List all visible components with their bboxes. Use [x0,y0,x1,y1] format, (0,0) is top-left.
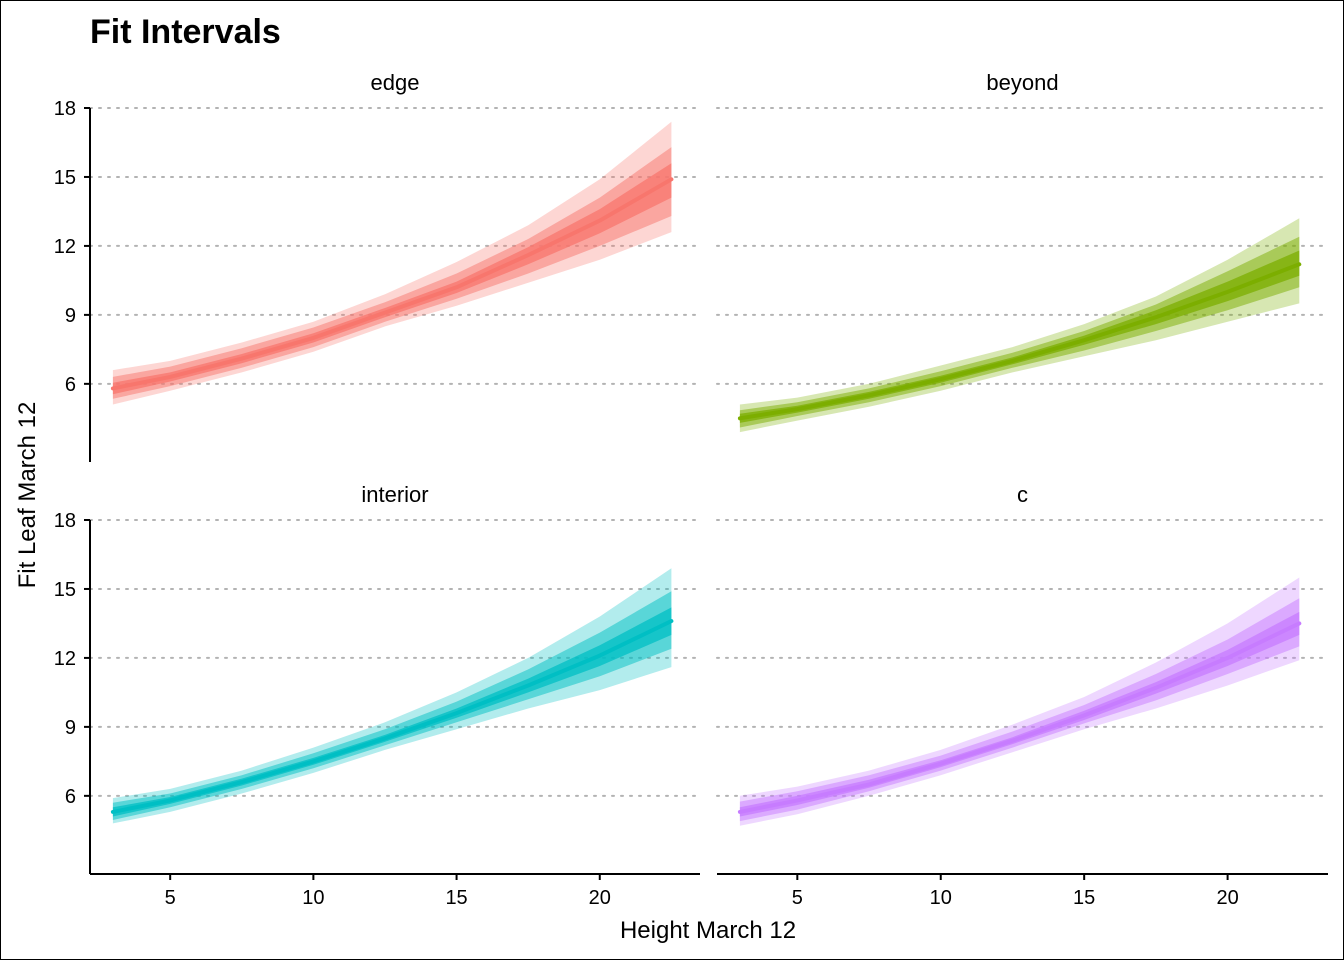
y-tick-label: 6 [65,374,76,396]
panels: edge 6 9 12 15 18 beyond interior 6 9 12 15 18 5 10 15 2… [54,70,1329,909]
fit-line [737,621,1302,814]
fit-line [110,177,674,391]
y-tick-label: 15 [54,167,76,189]
y-tick-label: 15 [54,579,76,601]
x-tick-label: 15 [1073,887,1095,909]
x-tick-label: 10 [930,887,952,909]
x-axis-label: Height March 12 [620,917,796,944]
panel-interior: interior 6 9 12 15 18 5 10 15 20 [54,482,701,909]
x-tick-label: 15 [445,887,467,909]
y-tick-label: 18 [54,98,76,120]
panel-c: c 5 10 15 20 [716,482,1329,909]
chart-title: Fit Intervals [90,13,281,51]
interval-band-1 [112,568,672,824]
interval-band-2 [739,236,1300,428]
y-axis-label: Fit Leaf March 12 [14,402,41,589]
panel-strip-label: interior [361,482,428,507]
interval-band-2 [112,591,672,820]
y-tick-label: 9 [65,717,76,739]
fit-line [110,619,674,814]
x-tick-label: 5 [792,887,803,909]
panel-edge: edge 6 9 12 15 18 [54,70,701,462]
y-tick-label: 9 [65,305,76,327]
interval-band-2 [112,147,672,399]
panel-strip-label: c [1017,482,1028,507]
panel-strip-label: edge [371,70,420,95]
y-tick-label: 18 [54,510,76,532]
panel-beyond: beyond [716,70,1329,433]
y-tick-label: 12 [54,236,76,258]
y-tick-label: 12 [54,648,76,670]
x-tick-label: 20 [1216,887,1238,909]
panel-strip-label: beyond [986,70,1058,95]
fit-line [737,262,1302,421]
y-tick-label: 6 [65,786,76,808]
x-tick-label: 10 [302,887,324,909]
x-tick-label: 20 [589,887,611,909]
x-tick-label: 5 [165,887,176,909]
